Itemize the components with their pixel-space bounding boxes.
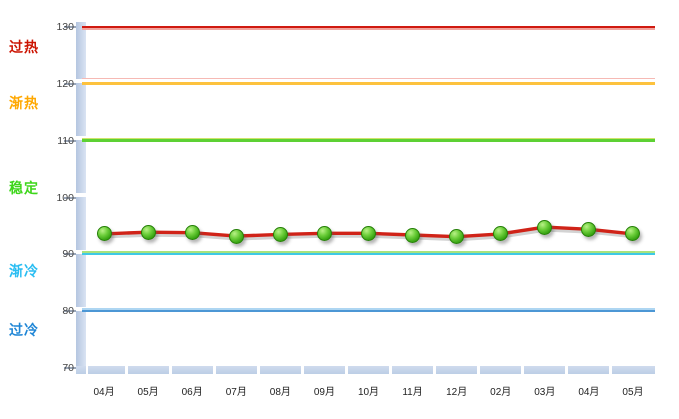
y-axis-tick-label: 110: [57, 134, 74, 147]
data-point-marker-05月[interactable]: [140, 224, 156, 240]
x-axis-bar-segment: [480, 366, 522, 374]
data-point-marker-06月[interactable]: [184, 225, 200, 241]
y-axis-bar-segment: [76, 83, 86, 137]
x-axis-category-label: 04月: [93, 387, 115, 398]
y-axis-tick-label: 80: [62, 305, 74, 318]
threshold-line-edge-130: [82, 28, 655, 30]
y-axis-tick: [64, 367, 76, 369]
zone-label-1: 过热: [9, 38, 39, 55]
threshold-line-80: [82, 309, 655, 313]
threshold-line-130: [82, 25, 655, 29]
x-axis-category-label: 03月: [534, 387, 556, 398]
zone-label-2: 渐热: [9, 95, 39, 112]
x-axis-category-label: 08月: [269, 387, 291, 398]
y-axis-bar-segment: [76, 140, 86, 193]
y-axis-tick: [64, 82, 76, 85]
data-point-marker-03月[interactable]: [537, 219, 553, 235]
data-point-marker-10月[interactable]: [361, 225, 376, 241]
threshold-line-edge-120: [82, 77, 655, 80]
x-axis-bar-segment: [215, 366, 257, 374]
x-axis-bar-segment: [347, 366, 390, 374]
y-axis-bar-segment: [76, 197, 86, 250]
y-axis-tick: [64, 253, 76, 256]
x-axis-bar-segment: [568, 366, 610, 374]
x-axis-bar-segment: [436, 366, 478, 374]
threshold-line-edge-90: [82, 251, 655, 253]
zone-label-3: 稳定: [9, 180, 39, 197]
data-point-marker-08月[interactable]: [272, 226, 288, 242]
zone-label-5: 过冷: [9, 322, 39, 339]
y-axis-tick-label: 130: [56, 21, 74, 33]
threshold-line-110: [82, 139, 655, 142]
x-axis-category-label: 11月: [402, 387, 423, 398]
x-axis-category-label: 10月: [357, 387, 380, 398]
y-axis-tick: [64, 26, 76, 28]
x-axis-bar-segment: [392, 366, 434, 374]
y-axis-tick-label: 120: [56, 77, 74, 90]
y-axis-bar-segment: [76, 310, 86, 374]
threshold-line-edge-110: [82, 137, 655, 140]
data-point-marker-09月[interactable]: [316, 225, 332, 241]
x-axis-category-label: 02月: [490, 387, 512, 398]
y-axis-tick-label: 100: [56, 191, 74, 204]
y-axis-tick-label: 90: [62, 248, 74, 261]
threshold-line-90: [82, 252, 655, 256]
x-axis-category-label: 05月: [622, 387, 644, 398]
x-axis-bar-segment: [259, 366, 301, 374]
threshold-line-edge-80: [82, 308, 655, 310]
x-axis-bar-segment: [612, 366, 655, 374]
y-axis-bar-segment: [76, 253, 86, 307]
y-axis-tick: [64, 196, 76, 199]
x-axis-category-label: 07月: [225, 387, 247, 398]
x-axis-category-label: 05月: [137, 387, 159, 398]
threshold-line-120: [82, 82, 655, 85]
data-point-marker-02月[interactable]: [493, 226, 509, 242]
x-axis-bar-segment: [88, 366, 125, 374]
x-axis-category-label: 06月: [181, 387, 203, 398]
x-axis-bar-segment: [524, 366, 566, 374]
zone-label-4: 渐冷: [9, 263, 39, 280]
data-point-marker-04月[interactable]: [581, 221, 597, 237]
data-point-marker-04月[interactable]: [96, 226, 112, 242]
x-axis-bar-segment: [303, 366, 345, 374]
x-axis-corner-segment: [76, 366, 86, 374]
y-axis-tick-label: 70: [62, 362, 74, 374]
data-point-marker-12月[interactable]: [449, 229, 465, 245]
x-axis-category-label: 09月: [313, 387, 335, 398]
x-axis-bar-segment: [127, 366, 169, 374]
data-point-marker-05月[interactable]: [625, 226, 641, 242]
x-axis-category-label: 12月: [446, 387, 468, 398]
y-axis-tick: [64, 310, 76, 313]
x-axis-category-label: 04月: [578, 387, 600, 398]
y-axis-tick: [64, 139, 76, 142]
data-point-marker-07月[interactable]: [228, 228, 244, 244]
x-axis-bar-segment: [171, 366, 213, 374]
y-axis-bar-segment: [76, 22, 86, 80]
data-point-marker-11月[interactable]: [405, 227, 421, 243]
